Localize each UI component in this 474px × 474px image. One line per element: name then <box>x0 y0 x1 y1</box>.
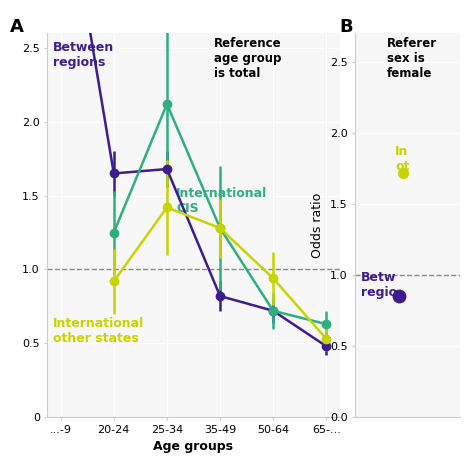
Text: Between
regions: Between regions <box>53 41 115 69</box>
Text: Reference
age group
is total: Reference age group is total <box>214 37 282 80</box>
Text: B: B <box>340 18 354 36</box>
Text: A: A <box>9 18 23 36</box>
Text: Betw
regio: Betw regio <box>361 271 397 299</box>
Y-axis label: Odds ratio: Odds ratio <box>311 192 325 258</box>
Text: Referer
sex is
female: Referer sex is female <box>387 37 437 80</box>
Text: In
ot: In ot <box>395 145 410 173</box>
Text: International
CIS: International CIS <box>176 187 267 215</box>
Text: International
other states: International other states <box>53 317 145 345</box>
X-axis label: Age groups: Age groups <box>154 440 234 453</box>
